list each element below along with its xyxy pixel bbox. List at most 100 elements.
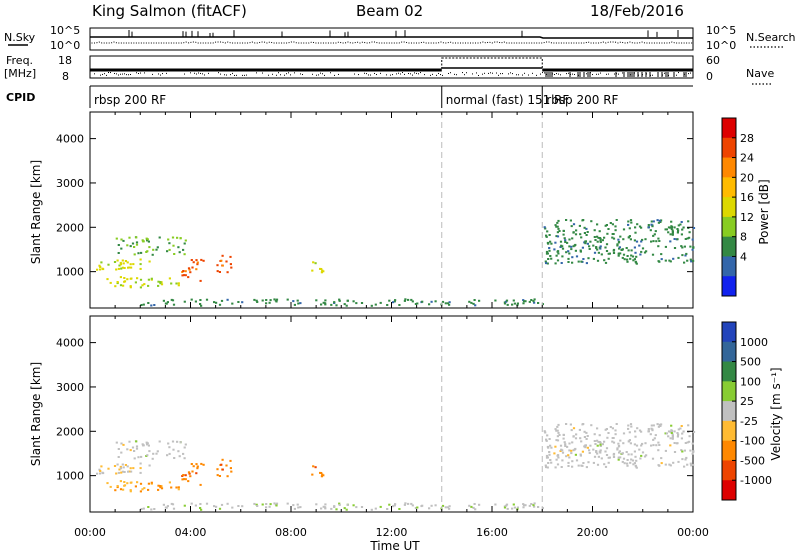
scatter-cell-7 [628,439,631,442]
nave-point [484,72,485,74]
scatter-cell-6 [256,301,259,303]
nave-point [488,72,489,74]
scatter-cell-7 [607,257,610,260]
scatter-cell-7 [596,240,599,243]
scatter-cell-7 [692,227,696,229]
scatter-cell-6 [166,301,169,304]
scatter-cell-7 [632,259,635,262]
scatter-cell-2 [129,481,132,484]
scatter-cell-7 [589,240,592,243]
scatter-cell-6 [503,301,506,304]
scatter-cell-0 [115,268,118,271]
scatter-cell-1 [173,457,176,459]
scatter-cell-3 [195,463,198,466]
scatter-cell-2 [141,488,144,491]
nave-point [508,73,509,75]
scatter-cell-7 [640,430,643,433]
scatter-cell-7 [677,428,680,431]
scatter-cell-7 [617,254,620,257]
scatter-cell-6 [343,507,346,510]
freq-tick-bottom: 8 [62,70,69,83]
nave-point [402,72,403,74]
scatter-cell-6 [446,506,449,509]
nsearch-label: N.Search [746,31,796,44]
scatter-cell-7 [570,225,573,228]
scatter-cell-7 [647,428,650,430]
nave-point [374,72,375,74]
scatter-cell-1 [172,244,175,247]
scatter-cell-2 [159,281,162,283]
scatter-cell-1 [167,238,170,241]
scatter-cell-3 [202,259,205,262]
scatter-cell-1 [166,454,169,457]
scatter-cell-7 [596,452,599,455]
power-colorbar-tick-label: 12 [740,211,754,224]
scatter-cell-7 [688,231,691,234]
scatter-cell-6 [494,299,497,302]
scatter-cell-7 [687,227,690,229]
power-colorbar-tick-label: 16 [740,191,754,204]
scatter-cell-7 [562,437,565,440]
scatter-cell-3 [189,475,192,478]
scatter-cell-1 [120,451,123,454]
scatter-cell-7 [570,429,573,432]
scatter-cell-7 [667,226,671,229]
scatter-cell-7 [599,239,602,242]
scatter-cell-2 [157,280,160,283]
scatter-cell-0 [118,468,121,471]
scatter-cell-7 [691,452,694,455]
y-tick-label: 3000 [56,177,84,190]
scatter-cell-7 [671,436,674,439]
scatter-cell-3 [187,276,190,279]
scatter-cell-7 [617,445,621,448]
scatter-cell-7 [640,444,643,447]
scatter-cell-6 [374,507,377,510]
scatter-cell-1 [155,248,158,251]
scatter-cell-3 [200,258,203,261]
freq-tick-top: 18 [58,54,72,67]
scatter-cell-7 [660,457,663,460]
scatter-cell-7 [673,247,677,249]
scatter-cell-7 [681,246,684,249]
cpid-label: CPID [6,91,35,104]
scatter-cell-7 [641,238,644,241]
scatter-cell-3 [184,274,187,277]
scatter-cell-6 [528,504,531,507]
scatter-cell-7 [601,443,604,446]
scatter-cell-1 [137,252,140,255]
scatter-cell-7 [626,459,629,461]
scatter-cell-2 [129,286,132,289]
scatter-cell-5 [321,269,324,272]
nave-point [334,74,335,76]
scatter-cell-7 [561,255,564,258]
x-tick-label: 16:00 [476,526,508,539]
cpid-segment-label: rbsp 200 RF [94,93,166,107]
nave-point [462,72,463,74]
scatter-cell-7 [627,453,630,456]
scatter-cell-6 [199,507,202,509]
scatter-cell-1 [135,440,138,443]
velocity-colorbar-tick-label: -500 [740,454,765,467]
scatter-cell-7 [630,221,633,224]
scatter-cell-7 [547,258,550,260]
scatter-cell-7 [586,435,589,437]
scatter-cell-7 [597,251,600,254]
scatter-cell-7 [607,432,610,434]
scatter-cell-7 [575,255,579,258]
scatter-cell-6 [360,302,364,304]
scatter-cell-7 [599,245,602,248]
scatter-cell-7 [608,252,611,255]
scatter-cell-1 [148,450,151,453]
scatter-cell-1 [173,253,176,255]
scatter-cell-0 [132,467,135,470]
scatter-cell-6 [434,504,437,507]
x-axis-label: Time UT [369,539,420,553]
scatter-cell-0 [139,258,142,261]
scatter-cell-6 [530,299,533,301]
scatter-cell-7 [630,458,633,461]
scatter-cell-7 [544,227,547,230]
scatter-cell-0 [122,262,125,265]
scatter-cell-7 [579,233,582,236]
scatter-cell-1 [156,450,159,453]
nave-point [272,73,273,75]
